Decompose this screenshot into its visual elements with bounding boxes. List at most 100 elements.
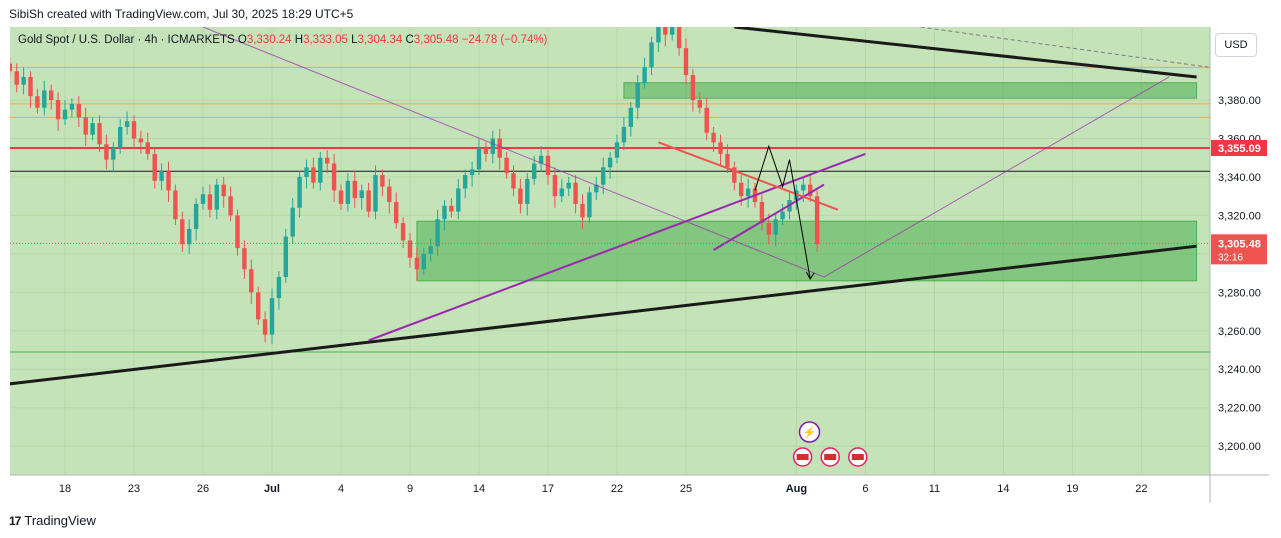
candle-body [421,253,426,270]
candle-body [449,205,454,212]
candle-body [55,100,61,120]
close-label: C [405,34,414,46]
candle-body [649,42,654,68]
candle-body [663,7,668,35]
candle-body [601,167,606,185]
candle-body [773,219,778,235]
candle-body [538,155,544,164]
candle-body [552,175,558,197]
level-price-badge [1211,139,1267,156]
candle-body [111,148,116,160]
candle-body [69,103,75,110]
y-tick-label: 3,220.00 [1218,403,1261,415]
candle-body [532,163,537,179]
x-tick-label: Aug [786,483,807,495]
candle-body [559,188,564,197]
x-tick-label: Jul [264,483,280,495]
demand-zone-box [416,220,1198,282]
x-tick-label: 9 [407,483,413,495]
candle-body [14,71,19,85]
candle-body [518,188,523,204]
candle-body [808,184,813,197]
candle-body [152,153,157,181]
candle-body [428,246,433,254]
footer: 17 TradingView [9,513,96,528]
x-tick-label: 6 [862,483,868,495]
candle-body [580,203,585,218]
candle-body [676,15,682,49]
close-value: 3,305.48 [413,34,459,46]
candle-body [193,203,199,229]
candle-body [628,107,633,127]
candle-body [262,319,268,335]
candle-body [697,100,702,108]
candle-body [331,163,337,191]
candle-body [345,180,351,204]
x-tick-label: 4 [338,483,344,495]
candle-body [732,167,737,183]
candle-body [380,175,385,187]
attribution-header: SibiSh created with TradingView.com, Jul… [9,7,354,21]
candle-body [90,123,95,135]
candle-body [145,142,150,154]
candle-body [366,190,371,212]
candle-body [173,190,178,220]
candle-body [469,169,475,176]
candle-body [497,138,502,158]
change-value: −24.78 (−0.74%) [461,34,548,46]
candle-body [607,157,613,168]
candle-body [28,76,33,97]
candle-body [435,219,440,247]
candle-body [670,15,675,35]
current-price-badge [1211,234,1267,265]
candle-body [387,186,392,202]
x-tick-label: 14 [997,483,1009,495]
price-chart[interactable]: 3,380.003,360.003,340.003,320.003,300.00… [2,0,1269,503]
candle-body [359,190,364,199]
high-label: H [294,34,304,46]
us-flag-stripe-icon [796,454,809,460]
candle-body [483,148,489,154]
chart-area[interactable]: 3,380.003,360.003,340.003,320.003,300.00… [2,0,1269,503]
candle-body [690,75,696,101]
candle-body [594,184,599,193]
currency-button[interactable]: USD [1215,33,1257,57]
tradingview-logo-icon: 17 [9,513,21,528]
low-label: L [351,34,358,46]
x-tick-label: 26 [197,483,209,495]
candle-body [214,184,219,210]
candle-body [573,182,578,204]
candle-body [290,207,295,237]
candle-body [49,90,54,101]
candle-body [476,148,482,170]
x-tick-label: 17 [542,483,554,495]
candle-body [138,138,144,143]
candle-body [566,182,571,189]
candle-body [207,194,213,210]
candle-body [400,223,406,241]
candle-body [814,196,820,245]
us-flag-stripe-icon [851,454,864,460]
candle-body [21,76,26,85]
candle-body [463,175,468,189]
candle-body [118,126,123,149]
candle-body [794,190,799,201]
x-tick-label: 22 [611,483,623,495]
candle-body [249,269,254,293]
candle-body [394,201,399,224]
candle-body [235,215,240,249]
candle-body [504,157,509,174]
candle-body [297,176,302,208]
candle-body [587,192,592,218]
candle-body [352,180,357,199]
candle-body [311,167,316,183]
us-flag-stripe-icon [824,454,837,460]
candle-body [104,144,109,160]
x-tick-label: 18 [59,483,71,495]
y-tick-label: 3,240.00 [1218,364,1261,376]
x-tick-label: 19 [1066,483,1078,495]
candle-body [97,123,102,145]
candle-body [304,167,309,177]
trendline [823,76,1170,278]
candle-body [511,173,516,189]
